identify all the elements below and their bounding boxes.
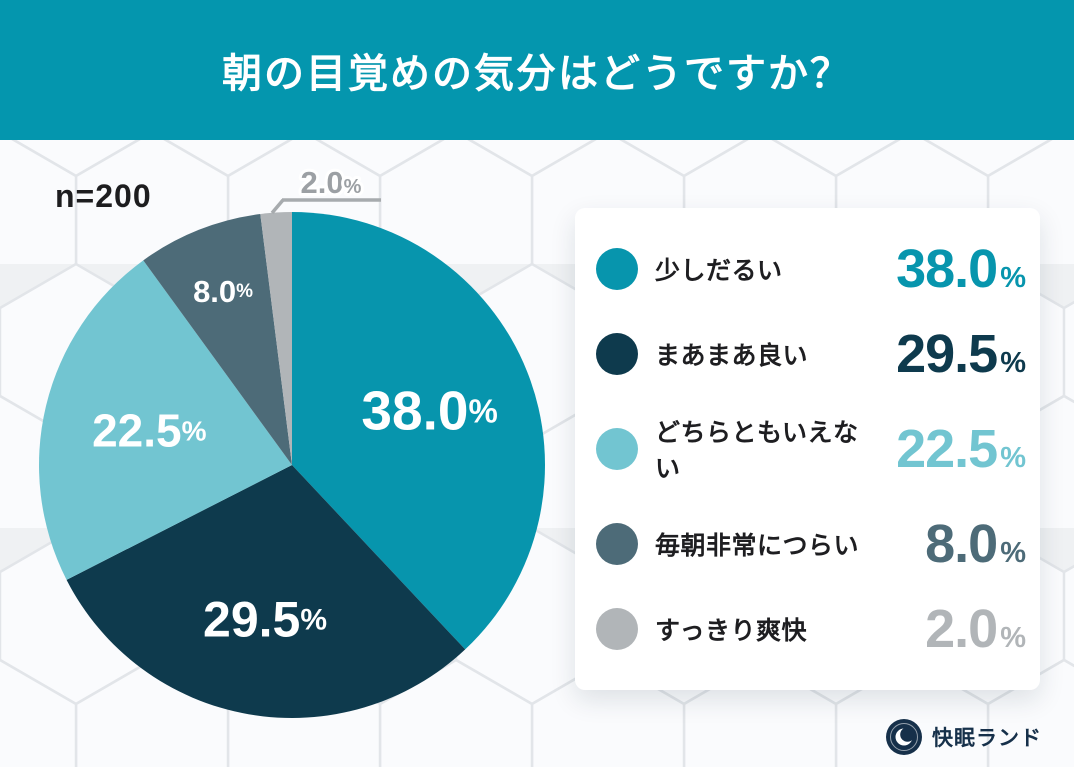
percent-sign: % — [1000, 347, 1026, 380]
legend-swatch — [596, 427, 638, 470]
legend-label: すっきり爽快 — [655, 617, 808, 646]
pie-slice-label: 22.5% — [92, 405, 207, 457]
percent-sign: % — [1000, 261, 1026, 294]
pie-slice-label: 38.0% — [361, 380, 497, 442]
legend-label: 毎朝非常につらい — [655, 531, 860, 560]
legend-item: すっきり爽快 2.0% — [596, 602, 1026, 656]
pie-chart: 38.0% 29.5% 22.5% 8.0% 2.0% — [38, 162, 546, 718]
crescent-moon-icon — [895, 727, 915, 746]
legend-item: 少しだるい 38.0% — [596, 242, 1026, 296]
pie-slice — [292, 212, 546, 650]
pie-slice — [66, 465, 466, 718]
legend-value-number: 38.0 — [896, 238, 998, 299]
pie-chart-area: 38.0% 29.5% 22.5% 8.0% 2.0% — [0, 148, 580, 753]
legend-value: 8.0% — [925, 517, 1026, 571]
outside-label-callout: 2.0% — [270, 162, 381, 215]
legend-card: 少しだるい 38.0% まあまあ良い 29.5% どちらともいえない 22.5%… — [575, 208, 1040, 690]
pie-slice-label: 8.0% — [193, 273, 253, 308]
pie-slice — [260, 212, 292, 465]
legend-item: どちらともいえない 22.5% — [596, 413, 1026, 485]
legend-value-number: 29.5 — [896, 324, 998, 385]
percent-sign: % — [1000, 622, 1026, 655]
kaimin-land-logo-badge — [886, 719, 922, 755]
pie-slice — [143, 213, 292, 465]
legend-label: どちらともいえない — [655, 418, 859, 483]
pie-slice — [38, 260, 292, 580]
percent-sign: % — [1000, 441, 1026, 474]
legend-value-number: 22.5 — [896, 418, 998, 479]
legend-swatch — [596, 333, 638, 376]
pie-slice-label: 29.5% — [203, 592, 327, 648]
legend-swatch — [596, 522, 638, 565]
legend-swatch — [596, 247, 638, 290]
page-title: 朝の目覚めの気分はどうですか？ — [222, 52, 852, 96]
percent-sign: % — [1000, 536, 1026, 569]
legend-value: 22.5% — [896, 422, 1026, 476]
pie-outside-label: 2.0% — [301, 165, 362, 200]
legend-value: 2.0% — [925, 602, 1026, 656]
legend-label: まあまあ良い — [655, 342, 809, 371]
sample-size-label: n=200 — [55, 178, 152, 214]
brand-name: 快眠ランド — [932, 727, 1042, 750]
legend-value-number: 2.0 — [925, 599, 998, 660]
brand-footer: 快眠ランド — [885, 715, 1042, 759]
legend-item: まあまあ良い 29.5% — [596, 327, 1026, 381]
legend-value-number: 8.0 — [925, 513, 998, 574]
title-banner: 朝の目覚めの気分はどうですか？ — [0, 0, 1074, 140]
legend-label: 少しだるい — [655, 256, 783, 285]
legend-item: 毎朝非常につらい 8.0% — [596, 517, 1026, 571]
legend-value: 29.5% — [896, 327, 1026, 381]
legend-swatch — [596, 608, 638, 651]
legend-value: 38.0% — [896, 242, 1026, 296]
